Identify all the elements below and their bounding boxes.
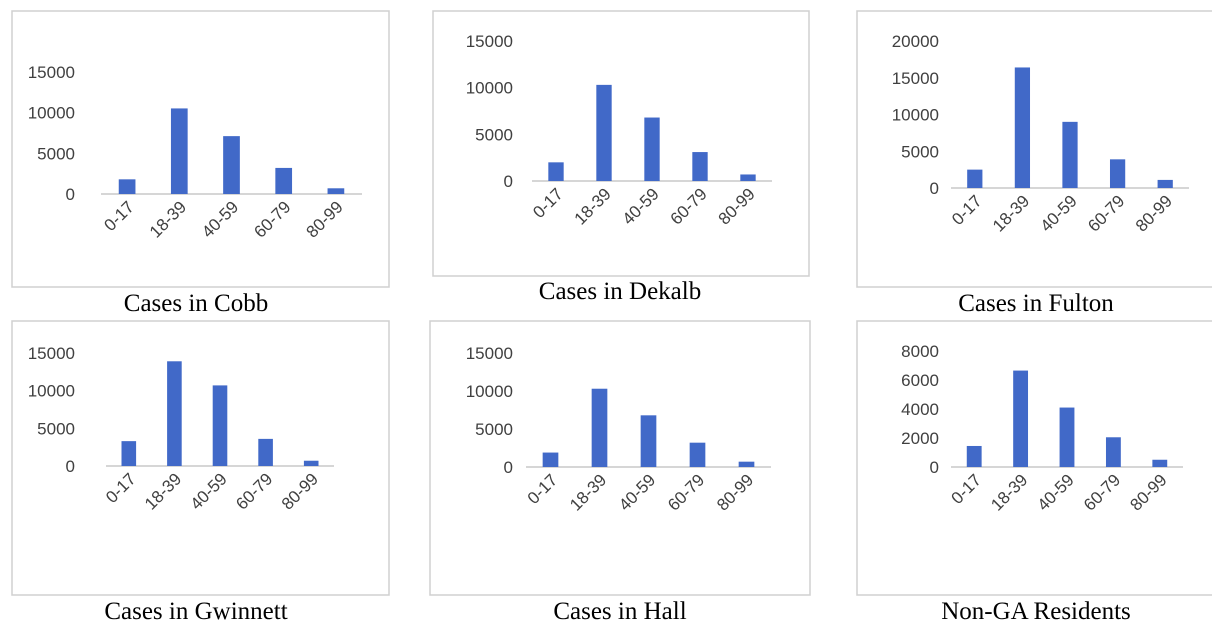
bar [967, 169, 983, 188]
bar [1157, 179, 1173, 188]
bar [1013, 370, 1029, 467]
bar [170, 108, 188, 194]
chart-frame [856, 320, 1212, 596]
bar [223, 136, 240, 194]
y-tick-label: 0 [66, 185, 75, 204]
bar [303, 460, 319, 466]
y-tick-label: 0 [504, 458, 513, 477]
y-tick-label: 0 [930, 179, 939, 198]
y-tick-label: 4000 [901, 400, 939, 419]
y-tick-label: 10000 [466, 382, 513, 401]
chart-title: Cases in Cobb [124, 290, 268, 317]
y-tick-label: 5000 [37, 144, 75, 163]
bar [1062, 121, 1078, 188]
chart-frame [11, 320, 390, 596]
y-tick-label: 2000 [901, 429, 939, 448]
y-tick-label: 8000 [901, 342, 939, 361]
bar [692, 152, 708, 181]
chart-frame [11, 10, 390, 288]
chart-frame [432, 10, 810, 277]
y-tick-label: 20000 [892, 32, 939, 51]
bar [1105, 437, 1121, 467]
y-tick-label: 0 [930, 458, 939, 477]
y-tick-label: 10000 [28, 104, 75, 123]
chart-frame [429, 320, 811, 596]
chart-title: Cases in Fulton [958, 290, 1114, 317]
y-tick-label: 15000 [892, 69, 939, 88]
bar [640, 415, 657, 467]
bar [275, 167, 293, 194]
y-tick-label: 10000 [28, 382, 75, 401]
y-tick-label: 15000 [28, 63, 75, 82]
y-tick-label: 5000 [37, 419, 75, 438]
y-tick-label: 5000 [901, 142, 939, 161]
bar [542, 452, 559, 467]
bar [167, 361, 182, 466]
chart-title: Cases in Gwinnett [104, 598, 287, 625]
bar [327, 188, 345, 194]
y-tick-label: 15000 [28, 344, 75, 363]
bar [596, 84, 612, 181]
y-tick-label: 15000 [466, 32, 513, 51]
chart-frame [856, 10, 1212, 288]
y-tick-label: 10000 [892, 106, 939, 125]
bar [966, 445, 982, 467]
bar [258, 438, 273, 466]
bar [1059, 407, 1075, 467]
bar [738, 461, 755, 467]
bar [644, 117, 660, 181]
bar [212, 385, 228, 466]
bar [1014, 67, 1031, 188]
y-tick-label: 15000 [466, 344, 513, 363]
bar [1109, 159, 1126, 188]
chart-title: Cases in Hall [553, 598, 686, 625]
y-tick-label: 6000 [901, 371, 939, 390]
bar [118, 179, 136, 194]
y-tick-label: 5000 [475, 420, 513, 439]
bar [548, 162, 564, 181]
bar [740, 174, 756, 181]
y-tick-label: 5000 [475, 125, 513, 144]
bar [121, 441, 137, 466]
bar [1152, 459, 1168, 467]
chart-title: Cases in Dekalb [539, 278, 701, 305]
y-tick-label: 0 [504, 172, 513, 191]
y-tick-label: 10000 [466, 79, 513, 98]
y-tick-label: 0 [66, 457, 75, 476]
bar [591, 388, 608, 467]
chart-title: Non-GA Residents [941, 598, 1131, 625]
bar [689, 442, 706, 467]
